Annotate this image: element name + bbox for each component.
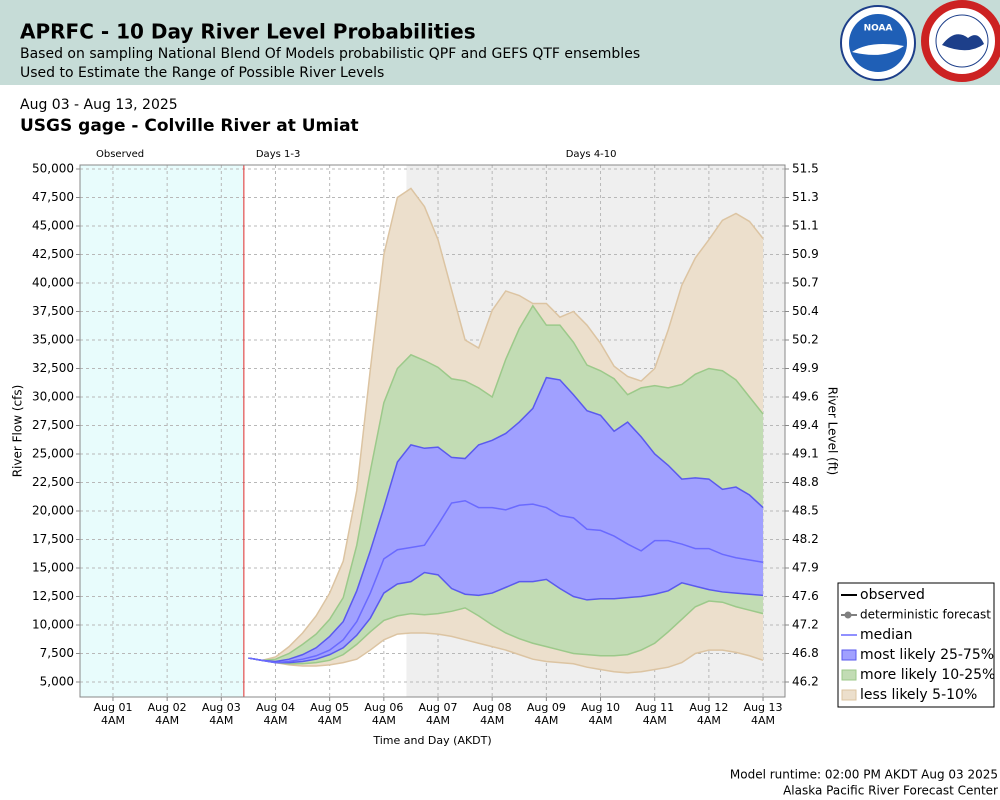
y2-tick-label: 50.9 xyxy=(792,247,819,261)
y-tick-label: 7,500 xyxy=(40,646,74,660)
band-area xyxy=(248,377,764,663)
y-tick-label: 47,500 xyxy=(32,190,74,204)
region-label: Observed xyxy=(96,149,144,160)
y2-tick-label: 50.7 xyxy=(792,275,819,289)
x-tick-label: Aug 10 4AM xyxy=(581,701,620,727)
legend-label: median xyxy=(860,627,912,643)
legend-label: most likely 25-75% xyxy=(860,647,994,663)
band-edge xyxy=(248,187,764,662)
legend-label: more likely 10-25% xyxy=(860,667,995,683)
band-edge xyxy=(248,632,764,674)
legend-marker xyxy=(844,611,852,619)
region-label: Days 4-10 xyxy=(566,149,617,160)
y2-tick-label: 46.2 xyxy=(792,674,819,688)
y-tick-label: 42,500 xyxy=(32,247,74,261)
band-edge xyxy=(248,571,764,664)
y2-tick-label: 47.9 xyxy=(792,560,819,574)
y-tick-label: 10,000 xyxy=(32,617,74,631)
band-edge xyxy=(248,600,764,665)
footer-line: Alaska Pacific River Forecast Center xyxy=(783,784,998,798)
y-tick-label: 5,000 xyxy=(40,674,74,688)
logo-text: NOAA xyxy=(864,24,893,34)
y-tick-label: 37,500 xyxy=(32,304,74,318)
y2-tick-label: 49.9 xyxy=(792,361,819,375)
chart-title: USGS gage - Colville River at Umiat xyxy=(20,116,359,136)
y2-tick-label: 51.3 xyxy=(792,190,819,204)
y2-axis-label: River Level (ft) xyxy=(826,387,840,475)
x-tick-label: Aug 07 4AM xyxy=(419,701,458,727)
y2-tick-label: 51.1 xyxy=(792,218,819,232)
y-tick-label: 50,000 xyxy=(32,161,74,175)
x-axis-label: Time and Day (AKDT) xyxy=(372,734,491,747)
header-bar xyxy=(0,0,1000,85)
x-tick-label: Aug 04 4AM xyxy=(256,701,295,727)
noaa-logo: NOAA xyxy=(840,5,916,81)
y-tick-label: 40,000 xyxy=(32,275,74,289)
y2-tick-label: 50.2 xyxy=(792,332,819,346)
y2-tick-label: 48.8 xyxy=(792,475,819,489)
legend-swatch xyxy=(841,649,857,661)
x-tick-label: Aug 05 4AM xyxy=(310,701,349,727)
plot-frame xyxy=(79,164,786,698)
y-tick-label: 12,500 xyxy=(32,589,74,603)
region-label: Days 1-3 xyxy=(256,149,300,160)
y-tick-label: 22,500 xyxy=(32,475,74,489)
x-tick-label: Aug 12 4AM xyxy=(689,701,728,727)
x-tick-label: Aug 13 4AM xyxy=(744,701,783,727)
legend-swatch xyxy=(841,669,857,681)
header-line: Based on sampling National Blend Of Mode… xyxy=(20,46,640,62)
y2-tick-label: 49.1 xyxy=(792,446,819,460)
y2-tick-label: 46.8 xyxy=(792,646,819,660)
band-edge xyxy=(248,376,764,663)
legend-box xyxy=(837,582,995,708)
median-line xyxy=(248,499,764,664)
nws-logo xyxy=(921,0,1000,82)
y2-tick-label: 49.6 xyxy=(792,389,819,403)
y-tick-label: 45,000 xyxy=(32,218,74,232)
band-edge xyxy=(248,304,764,662)
y-tick-label: 35,000 xyxy=(32,332,74,346)
header-line: Used to Estimate the Range of Possible R… xyxy=(20,65,384,81)
y-tick-label: 17,500 xyxy=(32,532,74,546)
y2-tick-label: 47.2 xyxy=(792,617,819,631)
legend-label: less likely 5-10% xyxy=(860,687,977,703)
x-tick-label: Aug 09 4AM xyxy=(527,701,566,727)
y-tick-label: 25,000 xyxy=(32,446,74,460)
x-tick-label: Aug 01 4AM xyxy=(93,701,132,727)
y2-tick-label: 48.5 xyxy=(792,503,819,517)
y2-tick-label: 48.2 xyxy=(792,532,819,546)
y-tick-label: 30,000 xyxy=(32,389,74,403)
y-tick-label: 27,500 xyxy=(32,418,74,432)
y2-tick-label: 50.4 xyxy=(792,304,819,318)
y2-tick-label: 49.4 xyxy=(792,418,819,432)
x-tick-label: Aug 03 4AM xyxy=(202,701,241,727)
region xyxy=(80,165,244,697)
legend: observed deterministic forecast median most… xyxy=(837,582,995,708)
y-tick-label: 32,500 xyxy=(32,361,74,375)
legend-label: observed xyxy=(860,587,925,603)
chart-subtitle: Aug 03 - Aug 13, 2025 xyxy=(20,97,178,113)
y-axis-label: River Flow (cfs) xyxy=(11,385,25,478)
legend-swatch xyxy=(841,689,857,701)
x-tick-label: Aug 02 4AM xyxy=(148,701,187,727)
y-tick-label: 15,000 xyxy=(32,560,74,574)
legend-label: deterministic forecast xyxy=(860,608,991,622)
x-tick-label: Aug 11 4AM xyxy=(635,701,674,727)
header-title: APRFC - 10 Day River Level Probabilities xyxy=(20,20,476,44)
y2-tick-label: 51.5 xyxy=(792,161,819,175)
y2-tick-label: 47.6 xyxy=(792,589,819,603)
y-tick-label: 20,000 xyxy=(32,503,74,517)
x-tick-label: Aug 06 4AM xyxy=(364,701,403,727)
x-tick-label: Aug 08 4AM xyxy=(473,701,512,727)
footer-line: Model runtime: 02:00 PM AKDT Aug 03 2025 xyxy=(730,768,998,782)
